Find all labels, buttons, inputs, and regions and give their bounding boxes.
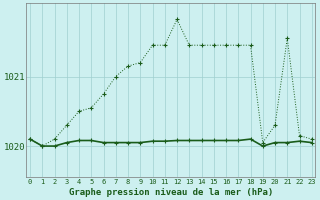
X-axis label: Graphe pression niveau de la mer (hPa): Graphe pression niveau de la mer (hPa) [69,188,273,197]
